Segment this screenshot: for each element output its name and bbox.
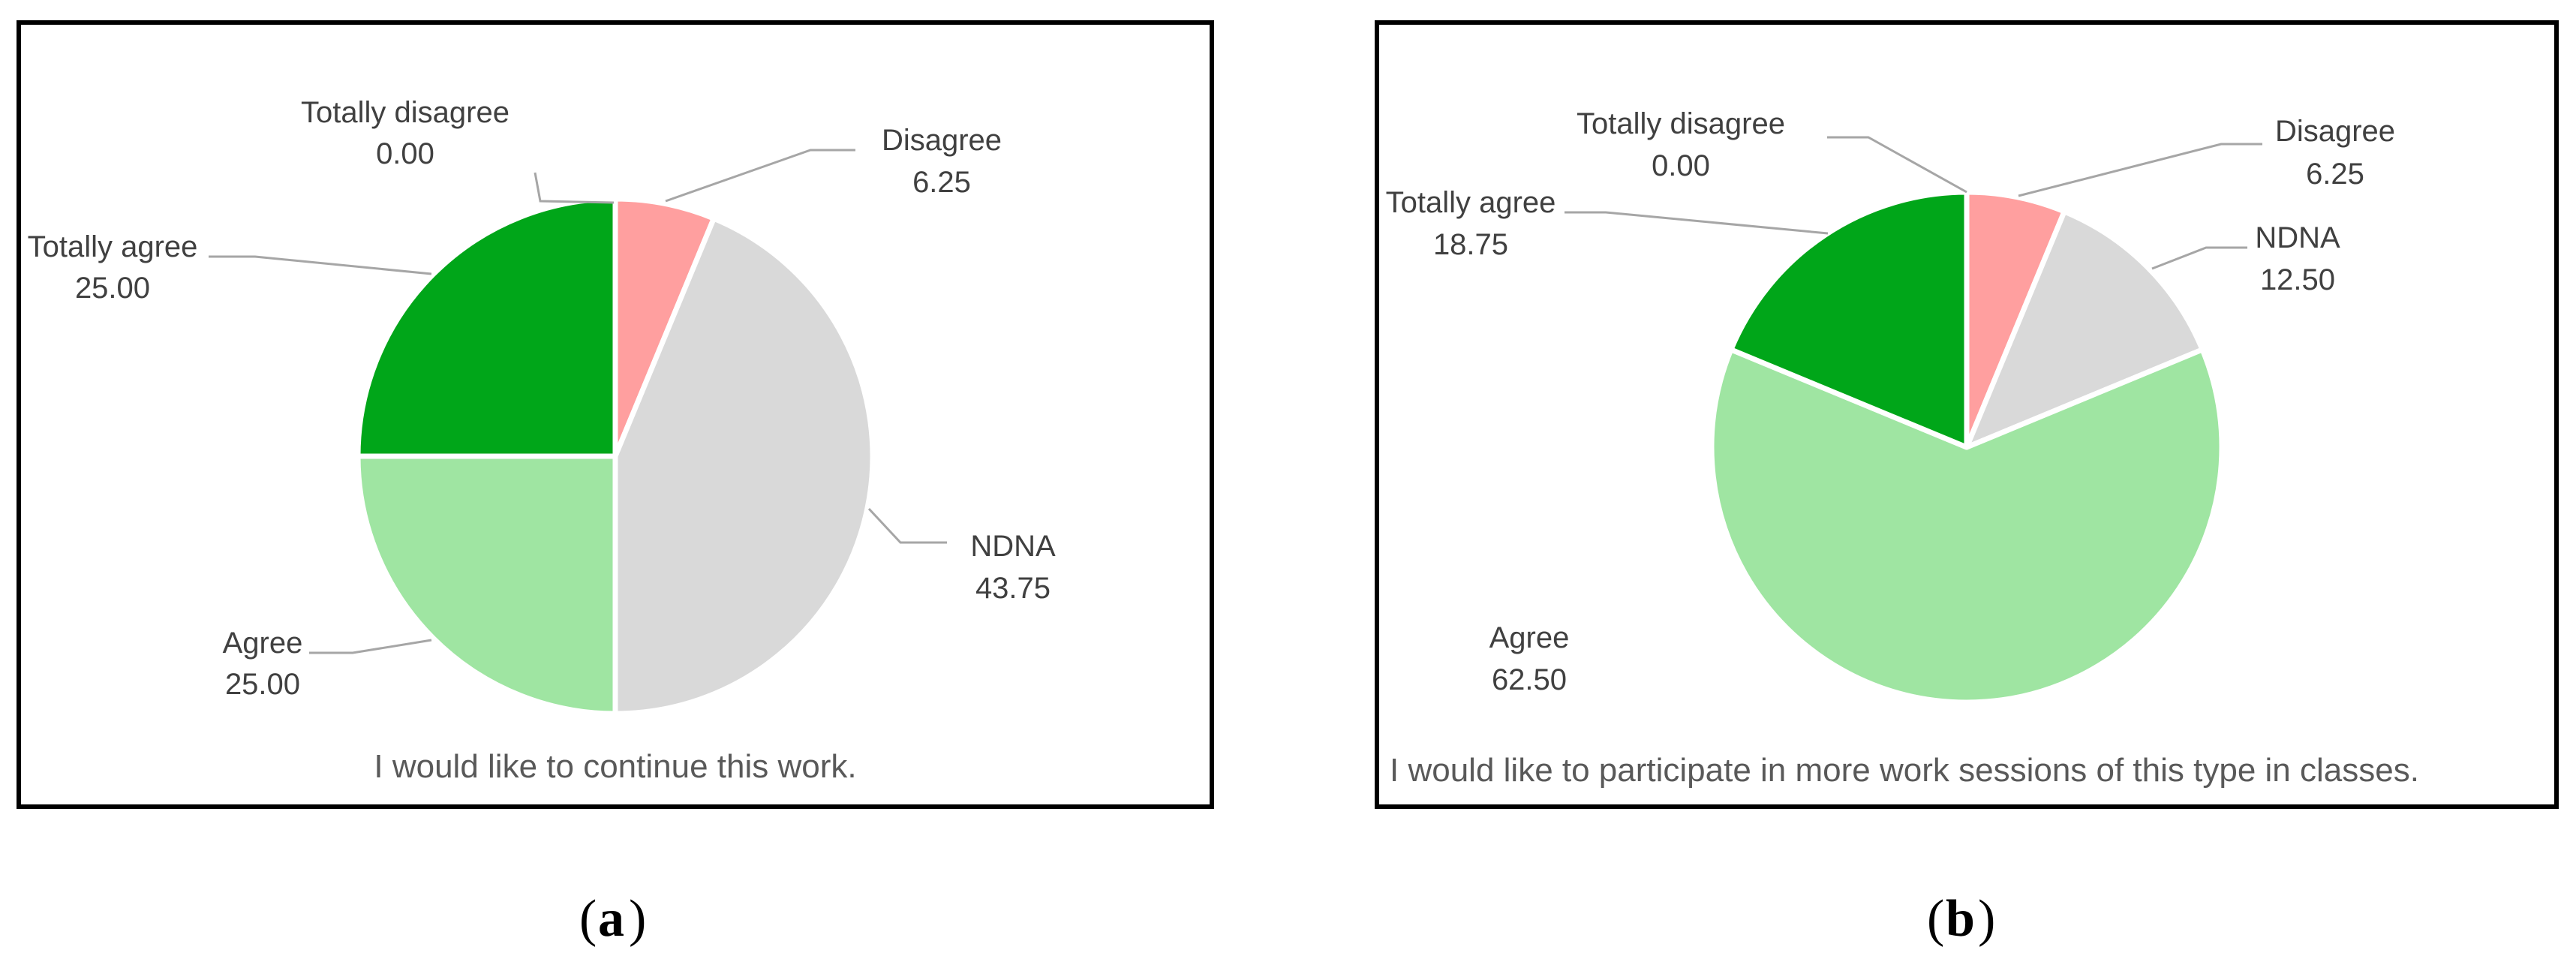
data-label-category-disagree: Disagree: [2275, 115, 2395, 148]
data-label-category-totally-agree: Totally agree: [28, 230, 198, 263]
data-label-value-disagree: 6.25: [912, 166, 971, 199]
data-label-value-agree: 62.50: [1492, 663, 1567, 696]
caption-a-letter: a: [598, 890, 624, 948]
data-label-category-agree: Agree: [223, 627, 303, 660]
leader-line-agree: [309, 639, 432, 654]
pie-b-slices: [1709, 189, 2225, 705]
caption-a-open: (: [579, 890, 597, 948]
caption-b-open: (: [1927, 890, 1944, 948]
leader-line-disagree: [2018, 143, 2262, 197]
data-label-value-disagree: 6.25: [2306, 158, 2364, 191]
pie-slice-ndna: [1964, 209, 2205, 450]
data-label-value-agree: 25.00: [225, 668, 300, 701]
leader-line-totally-agree: [1565, 211, 1829, 235]
panel-a: Totally disagree 0.00 Disagree 6.25 NDNA 43.7…: [17, 20, 1214, 809]
data-label-category-ndna: NDNA: [970, 530, 1056, 563]
leader-line-disagree: [665, 149, 855, 203]
pie-b-leaders: [1565, 136, 2262, 270]
chart-a-title: I would like to continue this work.: [374, 748, 856, 785]
data-label-value-totally-agree: 18.75: [1433, 228, 1508, 261]
data-label-category-disagree: Disagree: [882, 124, 1002, 157]
pie-slice-totally-agree: [1728, 189, 1970, 450]
caption-a-close: ): [629, 890, 646, 948]
leader-line-totally-disagree: [1827, 136, 1967, 194]
pie-slice-agree: [1709, 347, 2225, 705]
leader-line-totally-agree: [209, 255, 432, 275]
data-label-category-totally-disagree: Totally disagree: [1577, 107, 1785, 140]
chart-b-title: I would like to participate in more work…: [1390, 752, 2419, 789]
caption-b-letter: b: [1946, 890, 1975, 948]
pie-a-labels: Totally disagree 0.00 Disagree 6.25 NDNA 43.7…: [28, 96, 1056, 701]
data-label-value-ndna: 43.75: [975, 572, 1051, 605]
data-label-category-ndna: NDNA: [2255, 221, 2340, 254]
pie-slice-totally-agree: [355, 196, 618, 459]
data-label-value-totally-agree: 25.00: [75, 272, 150, 305]
data-label-value-ndna: 12.50: [2260, 263, 2335, 296]
data-label-category-totally-agree: Totally agree: [1386, 186, 1556, 219]
caption-b: ( b ): [1927, 890, 1995, 948]
caption-b-close: ): [1978, 890, 1995, 948]
pie-a-slices: [355, 196, 876, 717]
panel-b: Totally disagree 0.00 Disagree 6.25 NDNA 12.5…: [1375, 20, 2559, 809]
pie-slice-ndna: [612, 215, 876, 717]
leader-line-ndna: [867, 507, 947, 544]
pie-a-leaders: [209, 149, 947, 654]
caption-a: ( a ): [579, 890, 646, 948]
data-label-value-totally-disagree: 0.00: [1652, 149, 1710, 182]
leader-line-ndna: [2151, 246, 2247, 270]
leader-line-totally-disagree: [534, 172, 615, 204]
pie-slice-agree: [355, 453, 618, 717]
data-label-category-totally-disagree: Totally disagree: [301, 96, 509, 129]
data-label-category-agree: Agree: [1489, 621, 1570, 654]
data-label-value-totally-disagree: 0.00: [376, 137, 434, 170]
pie-b-labels: Totally disagree 0.00 Disagree 6.25 NDNA 12.5…: [1386, 107, 2395, 696]
